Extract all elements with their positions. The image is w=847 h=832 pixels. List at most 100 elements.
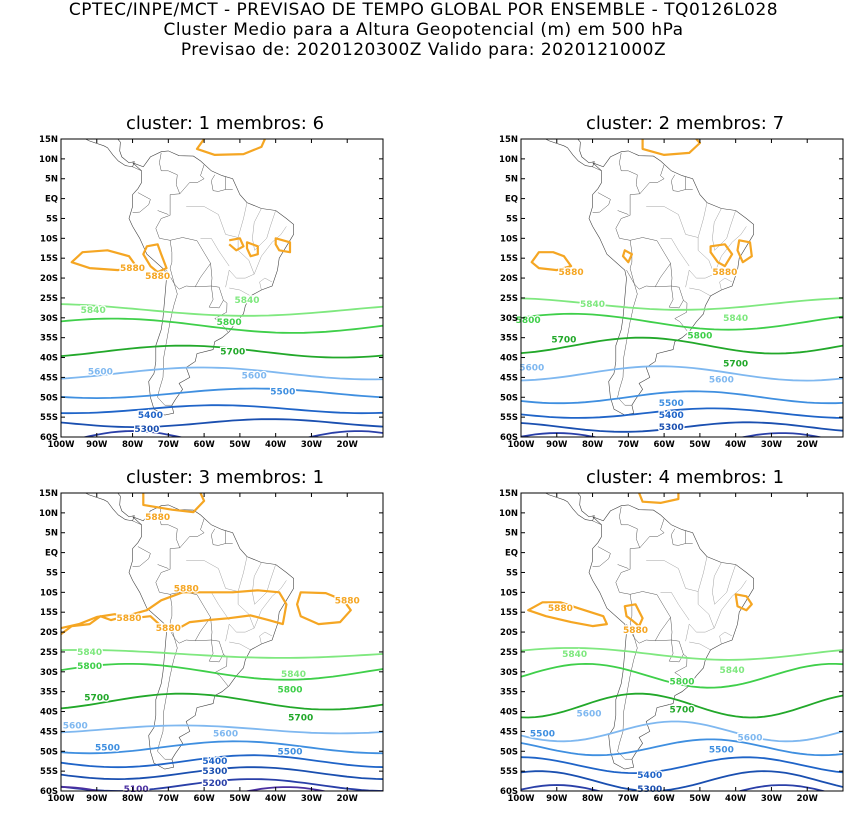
country-border: [132, 546, 151, 567]
lat-label: 55S: [40, 767, 58, 777]
lon-label: 60W: [194, 794, 216, 804]
contour-5880: [61, 589, 288, 635]
state-border: [186, 206, 239, 238]
contour-5600: [61, 366, 383, 381]
contour-label: 5400: [202, 757, 227, 767]
lat-label: 45S: [40, 373, 58, 383]
lat-label: 5S: [506, 214, 518, 224]
plot-frame: [60, 492, 384, 792]
country-border: [617, 564, 629, 569]
contour-5500: [521, 738, 843, 757]
contour-label: 5800: [77, 662, 102, 672]
country-border: [132, 166, 142, 172]
contour-label: 5100: [124, 785, 149, 795]
state-border: [252, 562, 262, 605]
contour-label: 5400: [138, 411, 163, 421]
lat-label: 25S: [500, 294, 518, 304]
contour-5400: [521, 756, 843, 775]
contour-label: 5880: [335, 596, 360, 606]
country-border: [619, 506, 641, 548]
contour-label: 5700: [723, 359, 748, 369]
contour-5880: [70, 249, 138, 272]
contour-label: 5840: [235, 296, 260, 306]
state-border: [646, 560, 699, 592]
contour-5400: [521, 407, 843, 419]
lat-label: 10S: [500, 588, 518, 598]
map-plot: 5880 5880 5840 5840 5800 5800 5700 5700 5600 5600…: [499, 135, 844, 450]
lon-label: 20W: [797, 440, 819, 450]
coastline-south-america: [128, 504, 294, 770]
country-border: [630, 591, 689, 687]
cluster-panel-1: cluster: 1 membros: 6 5880 5880 5840 5840 58…: [25, 113, 425, 478]
lat-label: 60S: [500, 433, 518, 443]
coastline-south-america: [588, 150, 754, 416]
country-border: [211, 528, 226, 546]
contour-5840: [61, 649, 383, 659]
country-border: [132, 520, 142, 526]
lon-label: 20W: [337, 440, 359, 450]
lat-label: 50S: [500, 393, 518, 403]
lat-label: EQ: [505, 195, 518, 205]
contour-label: 5600: [242, 371, 267, 381]
contour-label: 5400: [659, 411, 684, 421]
contour-5880: [195, 139, 266, 156]
state-border: [660, 592, 690, 621]
lat-label: EQ: [45, 195, 58, 205]
contour-label: 5700: [551, 336, 576, 346]
contour-5400: [61, 404, 383, 415]
contour-5880: [638, 493, 680, 504]
country-border: [159, 152, 181, 194]
contour-5880: [736, 239, 753, 264]
state-border: [660, 238, 690, 267]
state-border: [685, 580, 747, 642]
lat-label: EQ: [45, 549, 58, 559]
country-border: [170, 591, 229, 687]
lat-label: 5S: [46, 214, 58, 224]
state-border: [714, 564, 736, 605]
lat-label: 5N: [505, 529, 518, 539]
lat-label: 10N: [499, 509, 518, 519]
contour-5880: [274, 237, 292, 254]
country-border: [195, 639, 224, 663]
lat-label: 40S: [40, 354, 58, 364]
contour-label: 5880: [174, 584, 199, 594]
contour-label: 5800: [277, 686, 302, 696]
country-border: [169, 594, 211, 644]
lat-label: 20S: [500, 274, 518, 284]
coastline-south-america: [588, 504, 754, 770]
contour-5800: [61, 663, 383, 681]
contour-5880: [623, 603, 644, 628]
lon-label: 70W: [618, 440, 640, 450]
lat-label: 35S: [40, 334, 58, 344]
contour-label: 5880: [120, 264, 145, 274]
contour-5880: [527, 601, 608, 628]
contour-label: 5300: [134, 425, 159, 435]
contour-5200: [521, 784, 827, 791]
state-border: [689, 287, 711, 297]
state-border: [254, 564, 276, 605]
contour-label: 5600: [88, 367, 113, 377]
country-border: [157, 623, 178, 760]
state-border: [712, 208, 722, 251]
contour-label: 5600: [709, 375, 734, 385]
map-content: [61, 493, 383, 791]
contour-5840: [521, 647, 843, 661]
map-content: [521, 493, 843, 791]
coastline-central-america: [521, 493, 595, 522]
figure-header: CPTEC/INPE/MCT - PREVISAO DE TEMPO GLOBA…: [0, 0, 847, 60]
contour-5700: [521, 692, 843, 719]
contour-label: 5300: [659, 423, 684, 433]
contour-label: 5500: [530, 729, 555, 739]
contour-label: 5880: [712, 268, 737, 278]
contour-5700: [61, 692, 383, 711]
country-border: [655, 285, 684, 309]
contour-label: 5600: [213, 729, 238, 739]
lon-label: 100W: [47, 440, 75, 450]
country-border: [155, 532, 205, 595]
panel-title: cluster: 1 membros: 6: [125, 113, 325, 134]
lat-label: 20S: [40, 628, 58, 638]
map-plot: 5880 5880 5880 5880 5880 5840 5840 5800 5800 5700…: [39, 489, 384, 804]
state-border: [719, 277, 733, 291]
lat-label: 10N: [39, 509, 58, 519]
contour-5200: [81, 430, 383, 437]
